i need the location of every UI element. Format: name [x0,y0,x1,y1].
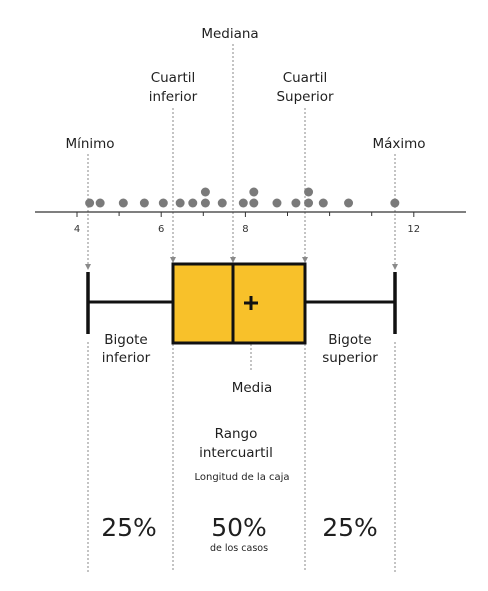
data-point [188,198,198,208]
data-point [344,198,354,208]
percent-left: 25% [101,513,157,542]
arrow-q1 [170,257,176,263]
data-point [175,198,185,208]
label-mediana: Mediana [201,26,258,42]
axis-tick-label: 8 [242,224,248,235]
arrow-max [392,264,398,270]
label-bigote-superior-2: superior [322,350,378,366]
data-point [158,198,168,208]
label-bigote-inferior-1: Bigote [104,332,147,348]
interquartile-box [171,262,307,345]
label-cuartil-superior-1: Cuartil [283,70,328,86]
data-point [95,198,105,208]
data-point [304,187,314,197]
label-bigote-inferior-2: inferior [102,350,151,366]
label-cuartil-inferior-1: Cuartil [151,70,196,86]
percent-right: 25% [322,513,378,542]
data-points [85,187,400,208]
arrow-q3 [302,257,308,263]
data-point [85,198,95,208]
label-cuartil-inferior-2: inferior [149,89,198,105]
data-point [249,198,259,208]
data-point [249,187,259,197]
axis-tick-label: 12 [407,224,420,235]
arrow-median [230,257,236,263]
data-point [304,198,314,208]
label-media: Media [232,380,273,396]
label-rango-2: intercuartil [199,445,273,461]
data-point [200,187,210,197]
data-point [238,198,248,208]
axis-ticks: 4 6 8 12 [74,212,420,235]
label-cuartil-superior-2: Superior [276,89,334,105]
mean-marker [244,296,258,310]
data-point [118,198,128,208]
data-point [390,198,400,208]
data-point [200,198,210,208]
data-point [139,198,149,208]
axis-tick-label: 4 [74,224,80,235]
label-rango-1: Rango [215,426,258,442]
data-point [318,198,328,208]
data-point [217,198,227,208]
label-minimo: Mínimo [65,136,114,152]
label-bigote-superior-1: Bigote [328,332,371,348]
percent-middle: 50% [211,513,267,542]
arrow-min [85,264,91,270]
label-maximo: Máximo [372,136,425,152]
data-point [272,198,282,208]
data-point [291,198,301,208]
axis-tick-label: 6 [158,224,164,235]
percent-middle-caption: de los casos [210,543,268,554]
label-longitud-caja: Longitud de la caja [194,472,289,483]
